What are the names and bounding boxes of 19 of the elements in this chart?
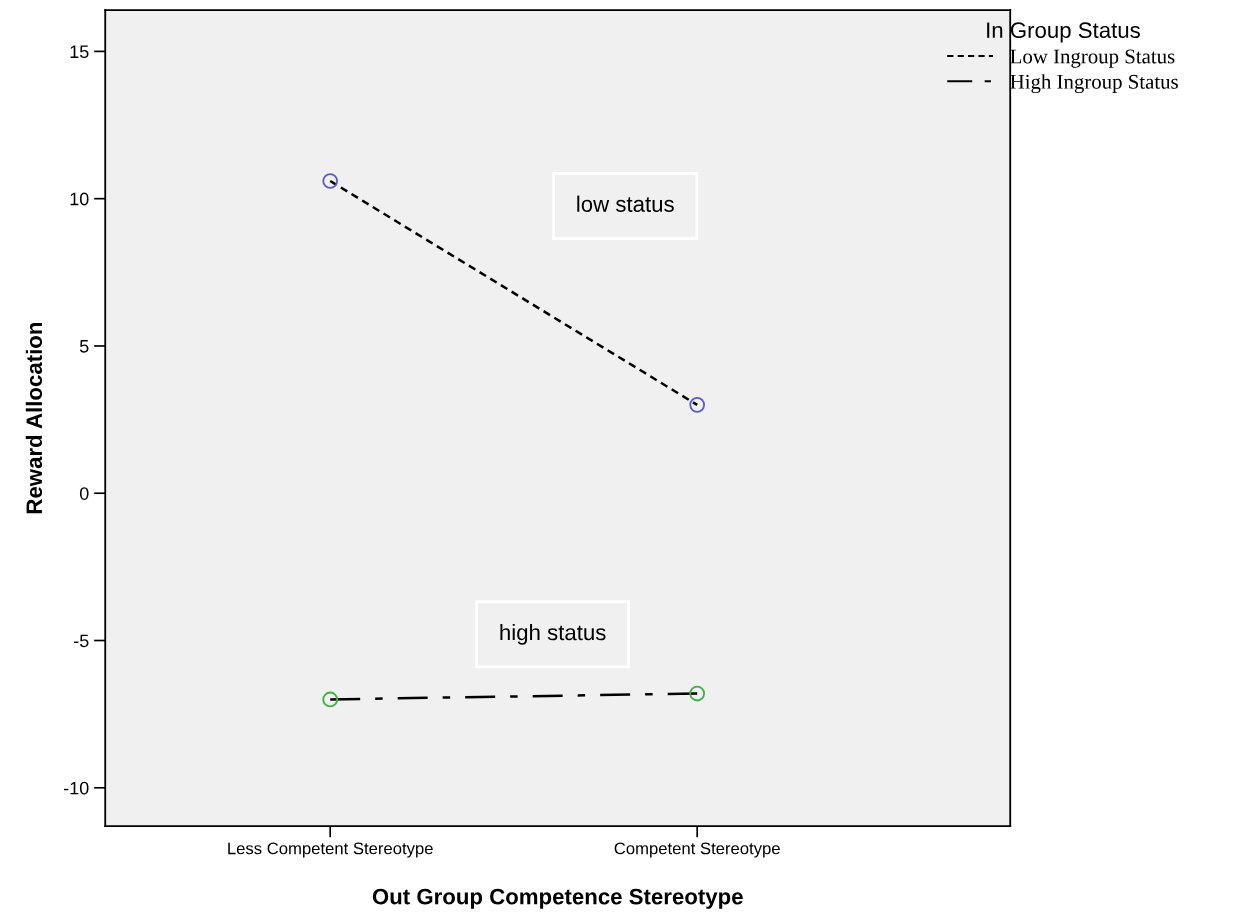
y-tick-label: 10 xyxy=(70,192,89,206)
y-tick-label: 5 xyxy=(79,340,89,353)
point xyxy=(689,397,706,413)
legend-label: Low Ingroup Status xyxy=(1010,49,1175,68)
x-tick-label: Less Competent Stereotype xyxy=(228,842,433,858)
y-tick-label: -10 xyxy=(63,781,89,795)
annotation: high status xyxy=(500,623,606,645)
x-axis-title: Out Group Competence Stereotype xyxy=(372,888,743,909)
y-tick-label: 15 xyxy=(70,45,89,59)
point xyxy=(322,173,339,189)
annotation: low status xyxy=(577,195,674,212)
x-tick-label: Competent Stereotype xyxy=(614,842,780,858)
legend-label: High Ingroup Status xyxy=(1010,74,1178,94)
legend-title: In Group Status xyxy=(987,22,1140,43)
point xyxy=(689,685,706,702)
point xyxy=(322,691,339,708)
y-tick-label: -5 xyxy=(74,634,89,648)
y-axis-title: Reward Allocation xyxy=(25,322,43,514)
y-tick-label: 0 xyxy=(79,487,89,500)
